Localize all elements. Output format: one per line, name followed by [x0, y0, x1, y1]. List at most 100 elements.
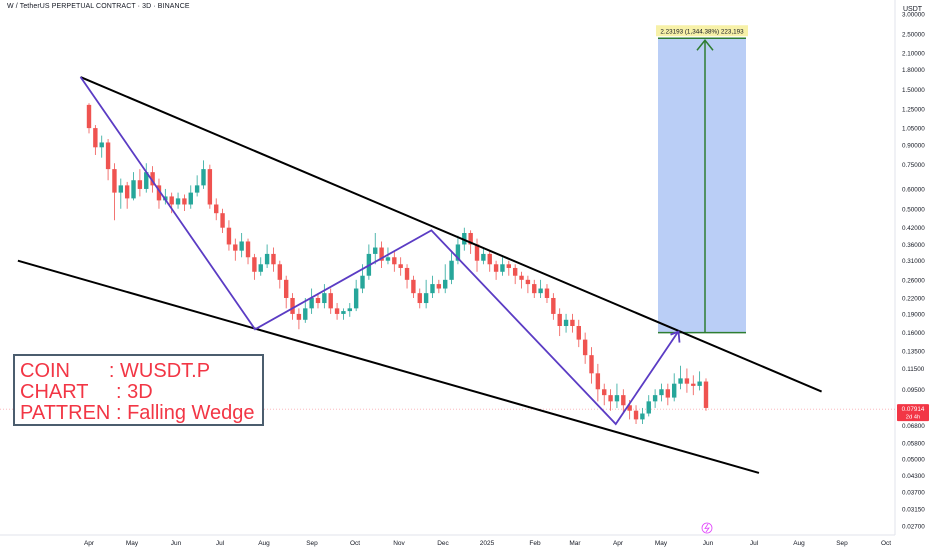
candle-body	[169, 196, 174, 205]
y-tick-label: 0.26000	[902, 277, 925, 284]
candle-body	[417, 293, 422, 304]
candle-body	[474, 244, 480, 261]
candle-body	[576, 326, 581, 340]
candle-body	[582, 339, 588, 356]
info-coin-row: COIN : WUSDT.P	[20, 360, 210, 382]
candle-body	[258, 264, 263, 272]
x-tick-label: Jun	[703, 540, 714, 547]
candle-body	[608, 395, 613, 402]
candle-body	[621, 395, 626, 406]
candle-body	[423, 293, 429, 304]
candle-body	[512, 267, 518, 276]
candle-body	[156, 185, 162, 201]
y-tick-label: 3.00000	[902, 12, 925, 19]
candle-body	[633, 410, 639, 420]
target-label-bg	[656, 25, 748, 37]
candle-body	[614, 395, 620, 402]
candle-body	[290, 297, 295, 314]
target-label: 2.23193 (1,344.38%) 223,193	[660, 28, 744, 35]
x-tick-label: 2025	[480, 540, 495, 547]
y-tick-label: 2.50000	[902, 31, 925, 38]
candle-body	[150, 172, 155, 186]
y-tick-label: 0.11500	[902, 366, 925, 373]
x-tick-label: Dec	[437, 540, 449, 547]
candle-body	[296, 313, 302, 320]
x-tick-label: Aug	[258, 540, 270, 547]
y-tick-label: 0.36000	[902, 242, 925, 249]
candle-body	[341, 311, 346, 314]
x-tick-label: Apr	[613, 540, 624, 547]
candle-body	[411, 279, 416, 294]
candle-body	[570, 319, 575, 327]
pattern-sep: :	[115, 402, 122, 424]
candle-body	[347, 308, 352, 312]
candle-body	[373, 247, 378, 254]
pattern-value: Falling Wedge	[127, 402, 255, 424]
candle-body	[201, 169, 206, 186]
coin-label: COIN	[20, 360, 70, 382]
candle-body	[144, 172, 149, 189]
candle-body	[671, 383, 677, 398]
target-arrowhead	[696, 39, 714, 51]
coin-sep: :	[108, 360, 115, 382]
candle-body	[500, 264, 505, 272]
y-tick-label: 0.09500	[902, 387, 925, 394]
candle-body	[239, 241, 244, 251]
x-tick-label: Oct	[881, 540, 891, 547]
last-price-countdown: 2d 4h	[906, 415, 921, 421]
lightning-bolt-icon	[704, 523, 710, 533]
candle-body	[86, 104, 92, 129]
candle-body	[214, 204, 219, 214]
candle-body	[334, 308, 340, 314]
candle-body	[532, 284, 537, 294]
candle-body	[105, 142, 111, 170]
candle-body	[697, 381, 702, 386]
candle-body	[328, 293, 333, 309]
y-tick-label: 0.04300	[902, 473, 925, 480]
candle-body	[691, 383, 696, 386]
info-box: COIN : WUSDT.P CHART : 3D PATTREN : Fall…	[13, 354, 264, 426]
chart-value: 3D	[127, 381, 153, 403]
target-zone	[658, 38, 746, 333]
x-tick-label: Feb	[529, 540, 541, 547]
y-tick-label: 0.60000	[902, 186, 925, 193]
candle-body	[277, 264, 283, 280]
candle-body	[436, 284, 442, 289]
candle-body	[430, 284, 435, 294]
currency-label: USDT	[903, 6, 923, 13]
candle-body	[487, 253, 492, 265]
x-tick-label: May	[126, 540, 139, 547]
candle-body	[188, 192, 193, 205]
wedge-lower-line	[17, 259, 760, 474]
coin-value: WUSDT.P	[120, 360, 211, 382]
x-tick-label: Jul	[216, 540, 225, 547]
candle-body	[462, 233, 467, 245]
info-chart-row: CHART : 3D	[20, 381, 153, 403]
y-tick-label: 0.13500	[902, 349, 925, 356]
chart-sep: :	[115, 381, 122, 403]
info-pattern-row: PATTREN : Falling Wedge	[20, 402, 255, 424]
y-tick-label: 2.10000	[902, 50, 925, 57]
candle-body	[322, 293, 327, 304]
candle-body	[589, 355, 594, 374]
candle-body	[385, 257, 391, 261]
x-tick-label: Sep	[306, 540, 318, 547]
y-tick-label: 0.16000	[902, 330, 925, 337]
candle-body	[659, 389, 664, 396]
candle-body	[379, 247, 384, 261]
candle-body	[118, 185, 124, 193]
candle-body	[315, 297, 321, 304]
zigzag-arrowhead	[670, 330, 681, 343]
candle-body	[519, 275, 524, 280]
y-tick-label: 0.03150	[902, 507, 925, 514]
candle-body	[283, 279, 289, 298]
candle-body	[557, 313, 562, 327]
candle-body	[646, 401, 651, 414]
candle-body	[703, 381, 709, 408]
candle-body	[353, 288, 359, 309]
candle-body	[563, 319, 569, 327]
candle-body	[309, 297, 314, 309]
y-tick-label: 0.19000	[902, 311, 925, 318]
candle-body	[595, 373, 601, 390]
